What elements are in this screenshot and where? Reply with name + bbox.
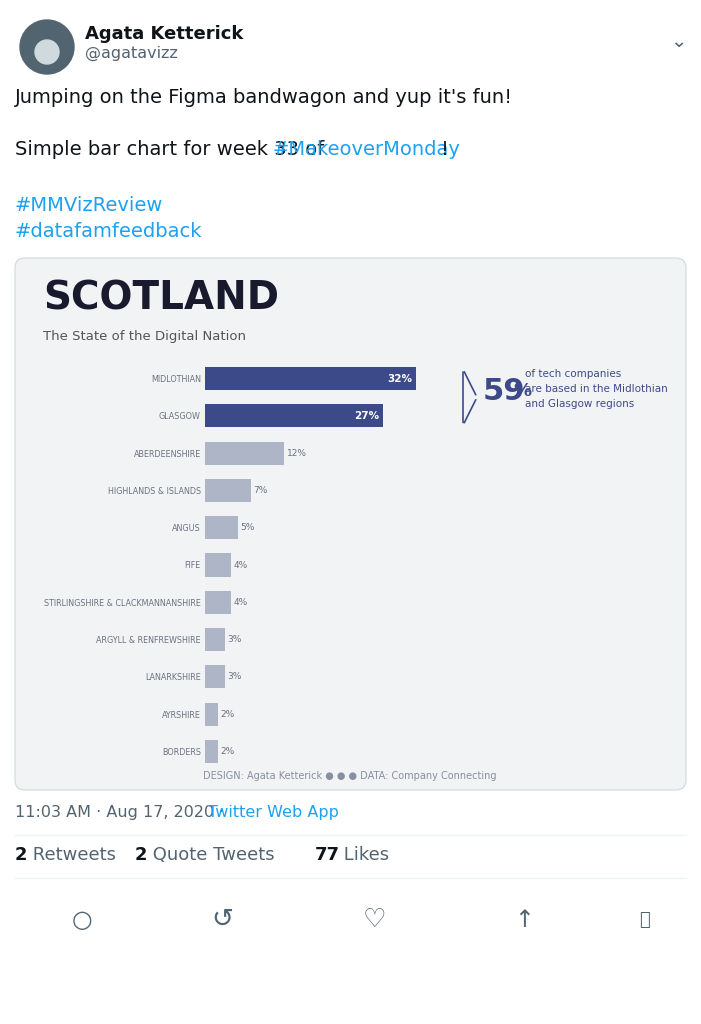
Text: SCOTLAND: SCOTLAND bbox=[43, 280, 279, 318]
Text: %: % bbox=[513, 382, 531, 400]
Text: Quote Tweets: Quote Tweets bbox=[147, 846, 275, 864]
Text: Retweets: Retweets bbox=[27, 846, 116, 864]
Text: Twitter Web App: Twitter Web App bbox=[208, 805, 339, 820]
Text: ↺: ↺ bbox=[211, 907, 233, 933]
Text: ⌄: ⌄ bbox=[669, 32, 686, 51]
Text: 11:03 AM · Aug 17, 2020 ·: 11:03 AM · Aug 17, 2020 · bbox=[15, 805, 229, 820]
Text: @agatavizz: @agatavizz bbox=[85, 46, 178, 61]
Text: Likes: Likes bbox=[338, 846, 389, 864]
Text: DESIGN: Agata Ketterick ● ● ● DATA: Company Connecting: DESIGN: Agata Ketterick ● ● ● DATA: Comp… bbox=[203, 771, 497, 781]
Text: 2: 2 bbox=[135, 846, 147, 864]
Text: 12%: 12% bbox=[287, 449, 306, 458]
Text: 77: 77 bbox=[315, 846, 340, 864]
Bar bbox=[205, 404, 383, 427]
Text: ♡: ♡ bbox=[362, 907, 386, 933]
Circle shape bbox=[20, 20, 74, 74]
Bar bbox=[205, 553, 231, 577]
FancyBboxPatch shape bbox=[15, 258, 686, 790]
Bar bbox=[205, 367, 416, 390]
Text: 2%: 2% bbox=[221, 746, 235, 756]
Text: #MMVizReview: #MMVizReview bbox=[15, 196, 163, 215]
Text: 5%: 5% bbox=[240, 523, 255, 532]
Bar bbox=[205, 479, 251, 502]
Text: ⛉: ⛉ bbox=[639, 911, 651, 929]
Text: #MakeoverMonday: #MakeoverMonday bbox=[273, 140, 461, 159]
Text: 2: 2 bbox=[15, 846, 27, 864]
Text: ↑: ↑ bbox=[514, 908, 534, 932]
Bar bbox=[205, 516, 238, 540]
Text: 27%: 27% bbox=[354, 411, 379, 421]
Text: 4%: 4% bbox=[234, 560, 248, 569]
Text: 3%: 3% bbox=[227, 673, 242, 681]
Bar bbox=[205, 739, 218, 763]
Text: 2%: 2% bbox=[221, 710, 235, 719]
Bar bbox=[205, 591, 231, 613]
Text: 4%: 4% bbox=[234, 598, 248, 607]
Circle shape bbox=[35, 40, 59, 63]
Text: Agata Ketterick: Agata Ketterick bbox=[85, 25, 243, 43]
Bar bbox=[205, 666, 225, 688]
Text: 32%: 32% bbox=[387, 374, 412, 384]
Text: Simple bar chart for week 33 of: Simple bar chart for week 33 of bbox=[15, 140, 330, 159]
Text: Jumping on the Figma bandwagon and yup it's fun!: Jumping on the Figma bandwagon and yup i… bbox=[15, 88, 513, 106]
Bar bbox=[205, 441, 284, 465]
Bar bbox=[205, 702, 218, 726]
Text: ○: ○ bbox=[72, 908, 93, 932]
Text: #datafamfeedback: #datafamfeedback bbox=[15, 222, 203, 241]
Bar bbox=[205, 628, 225, 651]
Text: !: ! bbox=[441, 140, 449, 159]
Text: 7%: 7% bbox=[254, 486, 268, 495]
Text: The State of the Digital Nation: The State of the Digital Nation bbox=[43, 330, 246, 343]
Text: 59: 59 bbox=[483, 377, 526, 406]
Text: 3%: 3% bbox=[227, 635, 242, 644]
Text: of tech companies
are based in the Midlothian
and Glasgow regions: of tech companies are based in the Midlo… bbox=[525, 370, 668, 409]
